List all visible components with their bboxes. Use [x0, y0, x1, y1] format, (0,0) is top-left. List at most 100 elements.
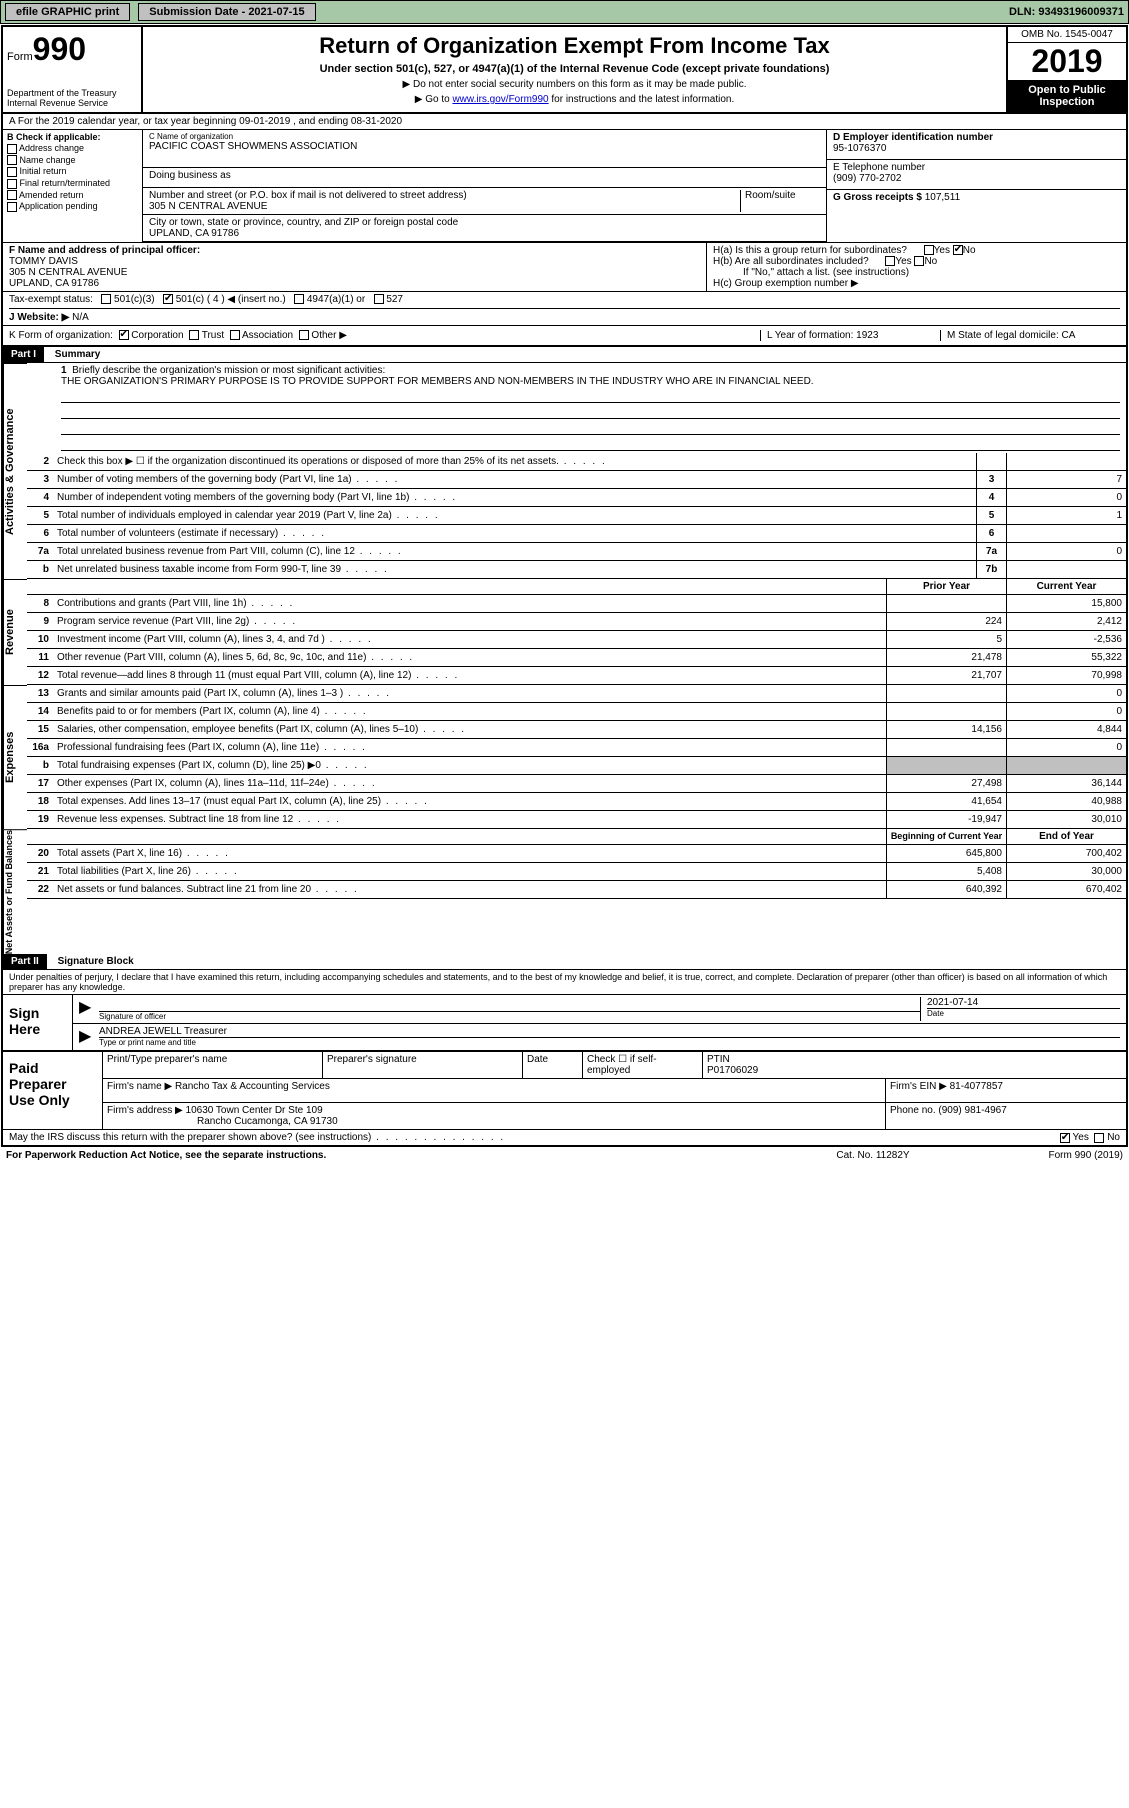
mission-num: 1 [61, 365, 67, 376]
hb-no[interactable] [914, 256, 924, 266]
line-15: 15Salaries, other compensation, employee… [27, 721, 1126, 739]
org-name-label: C Name of organization [149, 132, 820, 141]
ein-value: 95-1076370 [833, 143, 1120, 154]
part2-tag: Part II [3, 954, 47, 969]
chk-amended[interactable]: Amended return [7, 190, 138, 201]
tax-527[interactable] [374, 294, 384, 304]
topbar: efile GRAPHIC print Submission Date - 20… [0, 0, 1129, 24]
sig-officer-line: ▶ Signature of officer 2021-07-14 Date [73, 995, 1126, 1024]
k-other[interactable] [299, 330, 309, 340]
line-3: 3Number of voting members of the governi… [27, 471, 1126, 489]
street-label: Number and street (or P.O. box if mail i… [149, 190, 740, 201]
k-assoc[interactable] [230, 330, 240, 340]
sig-name: ANDREA JEWELL Treasurer [99, 1026, 1120, 1037]
sig-officer-label: Signature of officer [99, 1011, 920, 1021]
note-ssn: ▶ Do not enter social security numbers o… [151, 79, 998, 90]
ha-no[interactable] [953, 245, 963, 255]
k-trust[interactable] [189, 330, 199, 340]
line-20: 20Total assets (Part X, line 16)645,8007… [27, 845, 1126, 863]
chk-name-change[interactable]: Name change [7, 155, 138, 166]
prep-h3: Date [523, 1052, 583, 1078]
website-label: J Website: ▶ [9, 312, 69, 323]
net-assets-section: Net Assets or Fund Balances Beginning of… [3, 829, 1126, 954]
submission-date-button[interactable]: Submission Date - 2021-07-15 [138, 3, 315, 21]
efile-button[interactable]: efile GRAPHIC print [5, 3, 130, 21]
dln-label: DLN: 93493196009371 [1009, 6, 1124, 18]
dba-label: Doing business as [149, 170, 820, 181]
tel-label: E Telephone number [833, 162, 1120, 173]
discuss-no[interactable] [1094, 1133, 1104, 1143]
prep-h2: Preparer's signature [323, 1052, 523, 1078]
tel-value: (909) 770-2702 [833, 173, 1120, 184]
website-row: J Website: ▶ N/A [9, 312, 1120, 323]
city-label: City or town, state or province, country… [149, 217, 820, 228]
preparer-label: Paid Preparer Use Only [3, 1052, 103, 1129]
open-inspection: Open to Public Inspection [1008, 80, 1126, 112]
side-net: Net Assets or Fund Balances [3, 829, 27, 954]
hb-yes[interactable] [885, 256, 895, 266]
col-b-title: B Check if applicable: [7, 132, 138, 142]
chk-app-pending[interactable]: Application pending [7, 201, 138, 212]
col-b-checkboxes: B Check if applicable: Address change Na… [3, 130, 143, 242]
tax-status-row: Tax-exempt status: 501(c)(3) 501(c) ( 4 … [3, 292, 1126, 326]
prep-h4: Check ☐ if self-employed [583, 1052, 703, 1078]
sign-here-row: Sign Here ▶ Signature of officer 2021-07… [3, 994, 1126, 1050]
expenses-section: Expenses 13Grants and similar amounts pa… [3, 685, 1126, 829]
tax-501c[interactable] [163, 294, 173, 304]
chk-address-change[interactable]: Address change [7, 143, 138, 154]
street-value: 305 N CENTRAL AVENUE [149, 201, 740, 212]
sign-here-label: Sign Here [3, 995, 73, 1050]
form-title: Return of Organization Exempt From Incom… [151, 33, 998, 59]
line-21: 21Total liabilities (Part X, line 26)5,4… [27, 863, 1126, 881]
line-7a: 7aTotal unrelated business revenue from … [27, 543, 1126, 561]
tel-block: E Telephone number (909) 770-2702 [827, 160, 1126, 190]
prep-addr: Firm's address ▶ 10630 Town Center Dr St… [103, 1103, 886, 1129]
prep-ein: Firm's EIN ▶ 81-4077857 [886, 1079, 1126, 1102]
line-4: 4Number of independent voting members of… [27, 489, 1126, 507]
officer-addr1: 305 N CENTRAL AVENUE [9, 267, 700, 278]
gross-value: 107,511 [925, 192, 960, 203]
h-a: H(a) Is this a group return for subordin… [713, 245, 1120, 256]
sig-declaration: Under penalties of perjury, I declare th… [3, 970, 1126, 994]
sig-name-line: ▶ ANDREA JEWELL Treasurer Type or print … [73, 1024, 1126, 1050]
section-b-c: B Check if applicable: Address change Na… [3, 130, 1126, 243]
sig-arrow-2: ▶ [79, 1026, 99, 1048]
mission-block: 1 Briefly describe the organization's mi… [27, 363, 1126, 453]
chk-final-return[interactable]: Final return/terminated [7, 178, 138, 189]
line-14: 14Benefits paid to or for members (Part … [27, 703, 1126, 721]
discuss-yes[interactable] [1060, 1133, 1070, 1143]
tax-4947[interactable] [294, 294, 304, 304]
officer-addr2: UPLAND, CA 91786 [9, 278, 700, 289]
line-18: 18Total expenses. Add lines 13–17 (must … [27, 793, 1126, 811]
prep-firm-line: Firm's name ▶ Rancho Tax & Accounting Se… [103, 1079, 1126, 1103]
discuss-q: May the IRS discuss this return with the… [9, 1132, 505, 1143]
line-11: 11Other revenue (Part VIII, column (A), … [27, 649, 1126, 667]
line-b: bTotal fundraising expenses (Part IX, co… [27, 757, 1126, 775]
discuss-row: May the IRS discuss this return with the… [3, 1129, 1126, 1145]
ha-yes[interactable] [924, 245, 934, 255]
footer-row: For Paperwork Reduction Act Notice, see … [0, 1148, 1129, 1163]
gross-block: G Gross receipts $ 107,511 [827, 190, 1126, 220]
line-5: 5Total number of individuals employed in… [27, 507, 1126, 525]
website-value: N/A [72, 312, 89, 323]
pra-notice: For Paperwork Reduction Act Notice, see … [6, 1150, 326, 1161]
part1-title: Summary [47, 347, 109, 362]
side-rev: Revenue [3, 579, 27, 685]
tax-label: Tax-exempt status: [9, 294, 93, 305]
h-c: H(c) Group exemption number ▶ [713, 278, 1120, 289]
chk-initial-return[interactable]: Initial return [7, 166, 138, 177]
tax-501c3[interactable] [101, 294, 111, 304]
ein-label: D Employer identification number [833, 132, 1120, 143]
side-gov: Activities & Governance [3, 363, 27, 579]
line-10: 10Investment income (Part VIII, column (… [27, 631, 1126, 649]
irs-link[interactable]: www.irs.gov/Form990 [452, 94, 548, 105]
line-8: 8Contributions and grants (Part VIII, li… [27, 595, 1126, 613]
activities-governance: Activities & Governance 1 Briefly descri… [3, 363, 1126, 579]
end-year-hdr: End of Year [1006, 829, 1126, 844]
k-corp[interactable] [119, 330, 129, 340]
dba-block: Doing business as [143, 168, 826, 188]
mission-blank-1 [61, 387, 1120, 403]
form-footer: Form 990 (2019) [973, 1150, 1123, 1161]
prep-header-line: Print/Type preparer's name Preparer's si… [103, 1052, 1126, 1079]
org-name: PACIFIC COAST SHOWMENS ASSOCIATION [149, 141, 820, 152]
